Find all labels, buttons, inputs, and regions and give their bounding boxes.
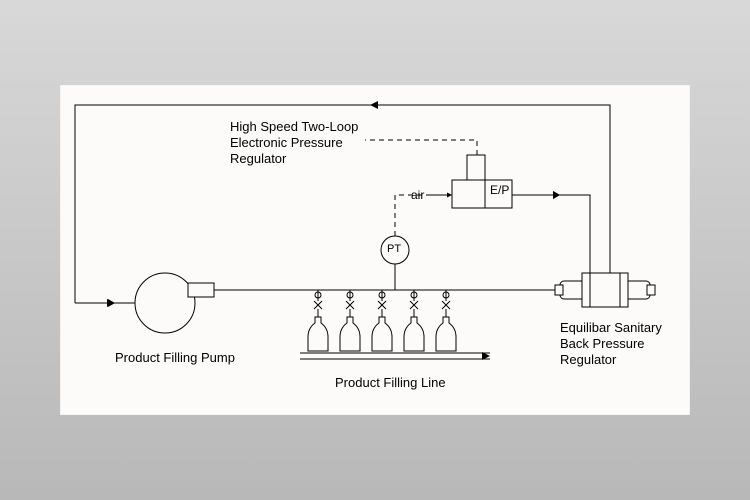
pump-circle	[135, 273, 195, 333]
air-label: air	[411, 188, 424, 202]
valves-group	[314, 290, 450, 317]
back-pressure-l2: Back Pressure	[560, 336, 645, 352]
back-pressure-regulator	[555, 273, 655, 307]
ep-label: E/P	[490, 183, 509, 197]
pump-outlet-box	[188, 283, 214, 297]
back-pressure-l3: Regulator	[560, 352, 616, 368]
regulator-title-l3: Regulator	[230, 151, 286, 167]
regulator-title-l2: Electronic Pressure	[230, 135, 343, 151]
bottles-group	[308, 317, 456, 351]
filling-line-label: Product Filling Line	[335, 375, 446, 391]
pt-label: PT	[387, 243, 401, 256]
back-pressure-l1: Equilibar Sanitary	[560, 320, 662, 336]
diagram-panel: High Speed Two-Loop Electronic Pressure …	[60, 85, 690, 415]
pump-label: Product Filling Pump	[115, 350, 235, 366]
regulator-title-l1: High Speed Two-Loop	[230, 119, 358, 135]
